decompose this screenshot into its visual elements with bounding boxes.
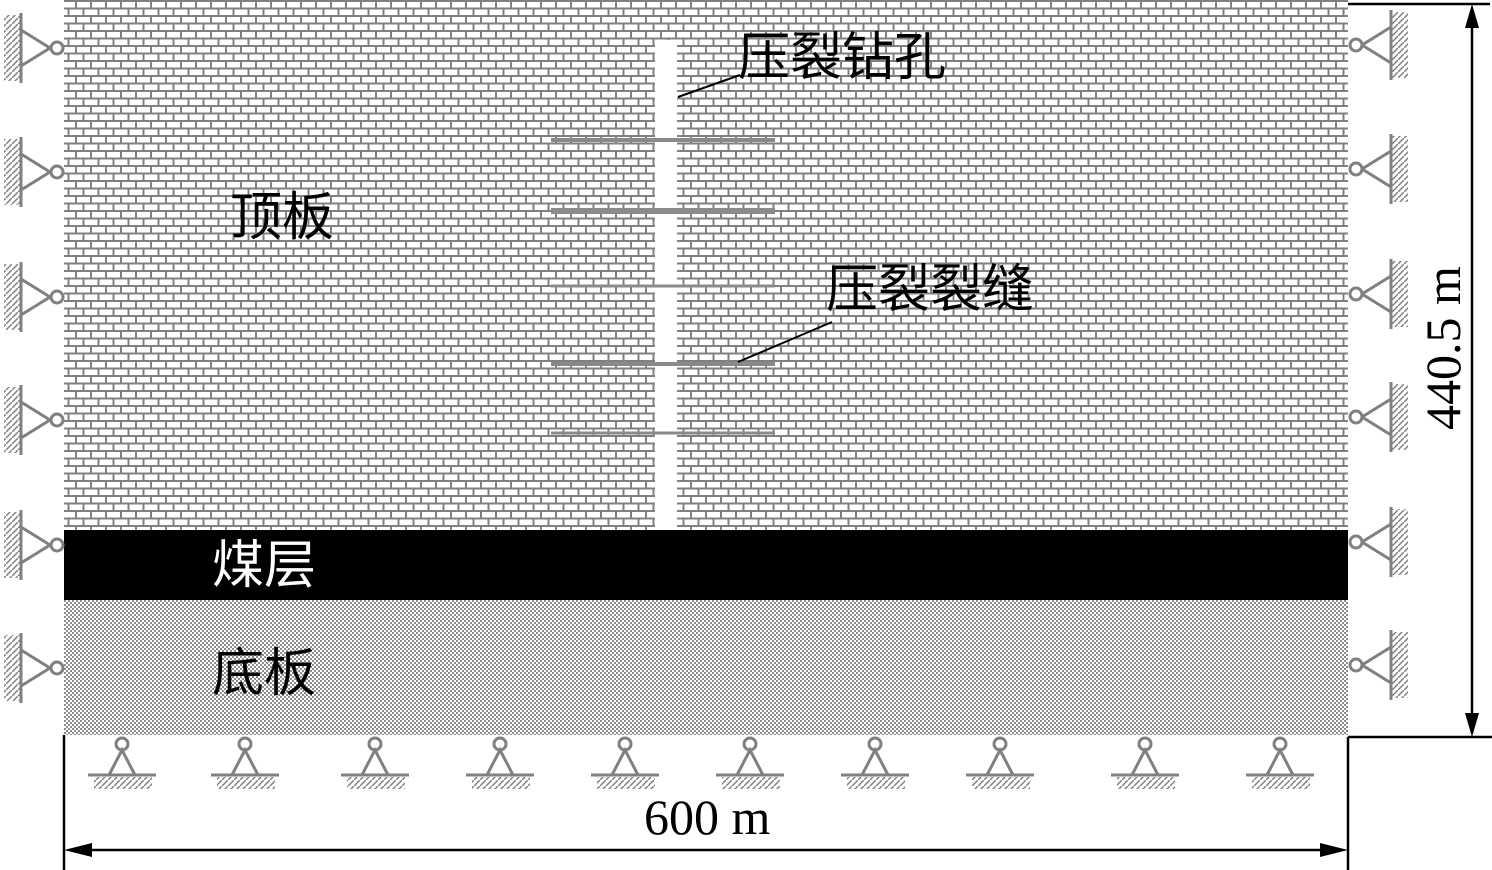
height-arrow-bottom xyxy=(1465,713,1479,737)
roof-label: 顶板 xyxy=(230,188,335,248)
width-dimension-label: 600 m xyxy=(644,789,771,845)
bottom-roller-support-icon xyxy=(1246,736,1314,789)
left-roller-support-icon xyxy=(4,262,65,332)
support-group xyxy=(4,10,1408,789)
bottom-roller-support-icon xyxy=(88,736,156,789)
coal-seam-label: 煤层 xyxy=(212,536,317,596)
bottom-roller-support-icon xyxy=(341,736,409,789)
floor-layer xyxy=(64,600,1348,735)
left-roller-support-icon xyxy=(4,385,65,455)
fracture-group xyxy=(551,138,775,435)
bottom-roller-support-icon xyxy=(466,736,534,789)
borehole-label: 压裂钻孔 xyxy=(738,28,947,88)
right-roller-support-icon xyxy=(1348,259,1408,329)
fracture-line xyxy=(551,138,775,142)
bottom-roller-support-icon xyxy=(966,736,1034,789)
right-roller-support-icon xyxy=(1348,10,1408,80)
right-roller-support-icon xyxy=(1348,507,1408,577)
fracture-line xyxy=(551,362,775,366)
roof-layer xyxy=(64,0,1348,530)
bottom-roller-support-icon xyxy=(841,736,909,789)
left-roller-support-icon xyxy=(4,137,65,207)
bottom-roller-support-icon xyxy=(211,736,279,789)
right-roller-support-icon xyxy=(1348,630,1408,700)
right-roller-support-icon xyxy=(1348,134,1408,204)
borehole-leader-line xyxy=(677,74,741,98)
left-roller-support-icon xyxy=(4,13,65,83)
fracture-line xyxy=(551,284,775,288)
fracture-leader-line xyxy=(737,321,833,363)
height-dimension-label: 440.5 m xyxy=(1415,266,1471,430)
width-dimension xyxy=(62,735,1328,870)
fracture-line xyxy=(551,431,775,435)
bottom-roller-support-icon xyxy=(716,736,784,789)
height-dimension xyxy=(1346,2,1492,870)
coal-seam-layer xyxy=(64,530,1348,600)
bottom-roller-support-icon xyxy=(591,736,659,789)
fracture-label: 压裂裂缝 xyxy=(826,260,1035,320)
floor-label: 底板 xyxy=(212,644,317,704)
fracture-line xyxy=(551,208,775,214)
height-arrow-top xyxy=(1465,4,1479,28)
left-roller-support-icon xyxy=(4,633,65,703)
right-roller-support-icon xyxy=(1348,382,1408,452)
width-arrow-left xyxy=(64,843,92,857)
width-arrow-right xyxy=(1320,843,1348,857)
left-roller-support-icon xyxy=(4,510,65,580)
bottom-roller-support-icon xyxy=(1111,736,1179,789)
